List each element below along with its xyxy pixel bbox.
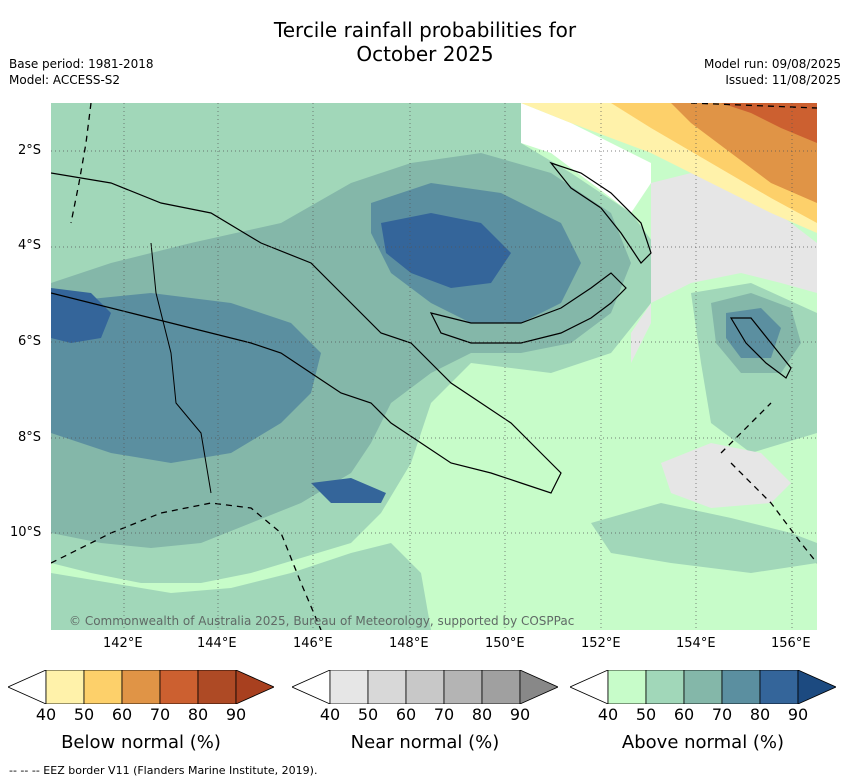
cb-tick: 60	[673, 705, 695, 724]
eez-border-west	[70, 103, 92, 224]
lon-label: 150°E	[485, 636, 525, 651]
colorbar-below-label: Below normal (%)	[61, 732, 221, 753]
title-line-2: October 2025	[356, 42, 494, 66]
issued-date: Issued: 11/08/2025	[725, 73, 841, 87]
region-near-normal-south	[661, 443, 791, 508]
cb-tick: 70	[149, 705, 171, 724]
map-title: Tercile rainfall probabilities for Octob…	[0, 18, 850, 66]
lon-label: 148°E	[389, 636, 429, 651]
meta-left: Base period: 1981-2018 Model: ACCESS-S2	[9, 56, 154, 88]
colorbar-above-label: Above normal (%)	[621, 732, 785, 753]
eez-footnote: -- -- -- EEZ border V11 (Flanders Marine…	[9, 764, 318, 777]
region-no-dominant	[521, 103, 651, 213]
cb-tick: 80	[471, 705, 493, 724]
cb-tick: 70	[711, 705, 733, 724]
cb-tick: 90	[225, 705, 247, 724]
copyright-notice: © Commonwealth of Australia 2025, Bureau…	[69, 614, 575, 628]
lon-label: 152°E	[581, 636, 621, 651]
model-run: Model run: 09/08/2025	[703, 57, 841, 71]
cb-tick: 90	[787, 705, 809, 724]
region-above-90-center	[381, 213, 511, 288]
region-above-60-southwest	[51, 543, 431, 630]
cb-tick: 50	[73, 705, 95, 724]
lon-label: 142°E	[103, 636, 143, 651]
region-below-60	[671, 103, 817, 203]
bougainville-coastline	[729, 317, 792, 379]
cb-tick: 90	[509, 705, 531, 724]
model-name: Model: ACCESS-S2	[9, 73, 121, 87]
title-line-1: Tercile rainfall probabilities for	[273, 18, 577, 42]
cb-tick: 40	[319, 705, 341, 724]
region-above-90-south	[311, 478, 386, 503]
region-below-70	[721, 103, 817, 143]
new-britain-coastline	[429, 272, 627, 344]
cb-tick: 50	[635, 705, 657, 724]
colorbar-below-normal	[8, 670, 274, 704]
lon-label: 146°E	[293, 636, 333, 651]
colorbar-above-normal	[570, 670, 836, 704]
lat-label: 6°S	[18, 334, 42, 349]
region-above-80	[51, 293, 321, 463]
lat-label: 2°S	[18, 143, 42, 158]
colorbar-near-normal	[292, 670, 558, 704]
new-guinea-coastline	[51, 172, 562, 494]
cb-tick: 70	[433, 705, 455, 724]
eez-border-east	[720, 402, 817, 564]
region-above-80-east	[726, 308, 781, 358]
meta-right: Model run: 09/08/2025 Issued: 11/08/2025	[704, 56, 841, 88]
lat-label: 4°S	[18, 238, 42, 253]
cb-tick: 80	[187, 705, 209, 724]
cb-tick: 40	[35, 705, 57, 724]
region-above-90-west	[51, 288, 111, 343]
lat-label: 8°S	[18, 430, 42, 445]
cb-tick: 40	[597, 705, 619, 724]
colorbar-near-label: Near normal (%)	[350, 732, 500, 753]
lon-label: 144°E	[197, 636, 237, 651]
cb-tick: 60	[111, 705, 133, 724]
cb-tick: 60	[395, 705, 417, 724]
lon-label: 156°E	[771, 636, 811, 651]
cb-tick: 50	[357, 705, 379, 724]
rainfall-map	[51, 103, 817, 630]
new-ireland-coastline	[549, 161, 652, 264]
base-period: Base period: 1981-2018	[9, 57, 154, 71]
lat-label: 10°S	[10, 525, 42, 540]
eez-border-southwest	[51, 502, 322, 630]
region-near-normal	[631, 173, 817, 363]
cb-tick: 80	[749, 705, 771, 724]
lon-label: 154°E	[676, 636, 716, 651]
region-above-60-south	[591, 503, 817, 573]
border-png-indonesia	[150, 242, 212, 494]
